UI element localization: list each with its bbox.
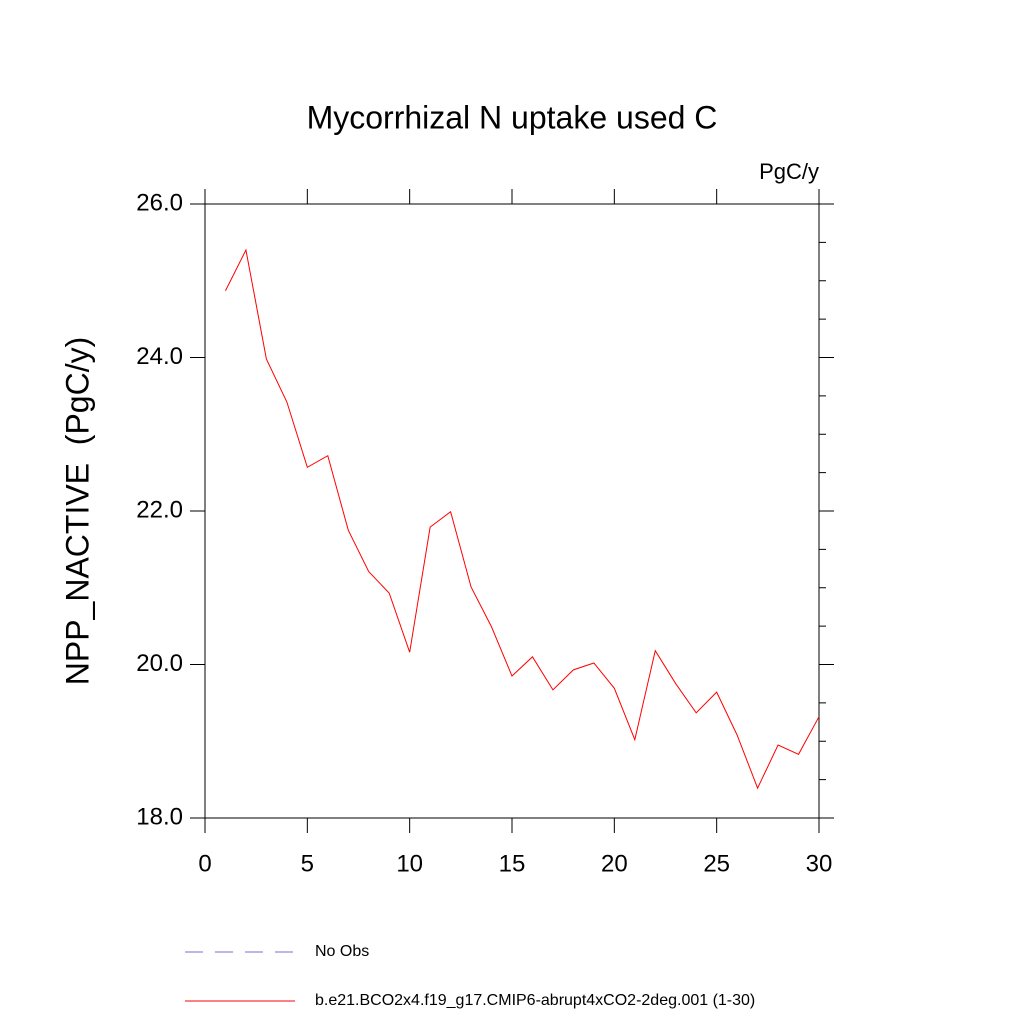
y-tick-label: 24.0: [136, 343, 183, 370]
chart-title: Mycorrhizal N uptake used C: [307, 99, 718, 135]
y-tick-label: 20.0: [136, 650, 183, 677]
y-tick-label: 26.0: [136, 189, 183, 216]
x-tick-label: 10: [396, 850, 423, 877]
legend-label: No Obs: [315, 943, 369, 960]
units-label: PgC/y: [759, 159, 819, 184]
x-tick-label: 0: [198, 850, 211, 877]
x-tick-label: 5: [301, 850, 314, 877]
y-axis-label: NPP_NACTIVE (PgC/y): [59, 337, 95, 686]
y-tick-label: 22.0: [136, 496, 183, 523]
legend-label: b.e21.BCO2x4.f19_g17.CMIP6-abrupt4xCO2-2…: [315, 992, 755, 1009]
x-tick-label: 20: [601, 850, 628, 877]
x-tick-label: 30: [806, 850, 833, 877]
data-line: [225, 248, 820, 790]
x-tick-label: 15: [499, 850, 526, 877]
x-tick-label: 25: [703, 850, 730, 877]
y-tick-label: 18.0: [136, 803, 183, 830]
plot-frame: [204, 203, 820, 819]
